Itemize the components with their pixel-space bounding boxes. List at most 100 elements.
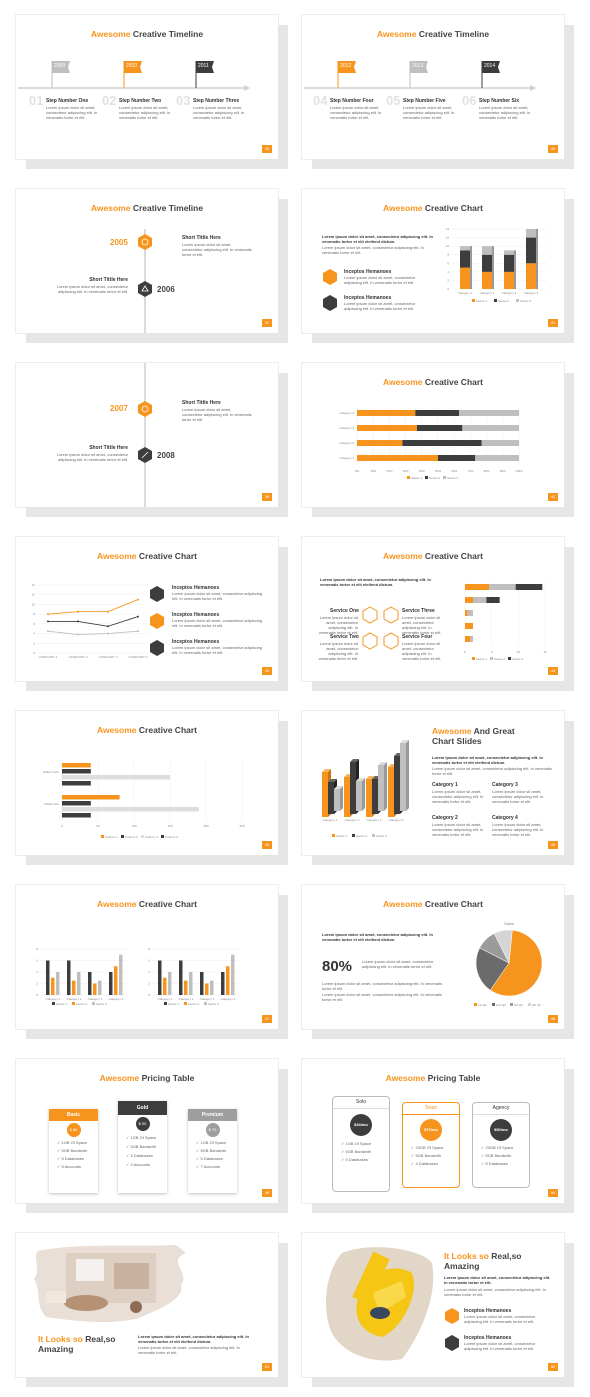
y-tick: Dallas Town [43, 770, 59, 774]
y-tick: 0 [148, 993, 150, 997]
item-heading: Short Tittle Here [182, 235, 221, 241]
x-tick: 0 [61, 824, 63, 828]
x-tick: Category 2 [179, 997, 194, 1001]
item-heading: Short Tittle Here [89, 277, 128, 283]
slide-chart-lines[interactable]: Awesome Creative Chart 0 2 4 6 8 10 12 14 CATEGO… [16, 537, 278, 681]
bar [62, 781, 91, 786]
body-text: Lorem ipsum dolor sit amet, consectetur … [322, 981, 443, 991]
y-tick: Category 1 [339, 456, 354, 460]
intro-text: Lorem ipsum dolor sit amet, consectetur … [322, 932, 433, 942]
legend-swatch [161, 835, 164, 838]
bar-segment [526, 263, 536, 289]
slide-chart-services[interactable]: Awesome Creative Chart Lorem ipsum dolor… [302, 537, 564, 681]
bar [62, 775, 170, 780]
slide-pricing-1[interactable]: Awesome Pricing Table Basic $ 80 ✓ 1GB O… [16, 1059, 278, 1203]
price-circle: $50/mo [490, 1119, 512, 1141]
slide-title: Awesome Pricing Table [385, 1073, 481, 1083]
legend-swatch [121, 835, 124, 838]
pricing-card-agency[interactable]: Agency $50/mo ✓ 20GB Of Space ✓ 5GB Band… [472, 1102, 530, 1188]
legend-swatch [472, 657, 475, 660]
x-tick: 50% [435, 469, 441, 473]
item-text: Lorem ipsum dolor sit amet, consectetur … [464, 1314, 536, 1324]
legend-label: Series 3 [447, 476, 458, 480]
step-label: Step Number Five [403, 98, 446, 104]
legend-swatch [52, 1002, 55, 1005]
slide-timeline-4[interactable]: 2007 Short Tittle Here Lorem ipsum dolor… [16, 363, 278, 507]
item-heading: Inceptos Hemanoes [344, 269, 392, 275]
slide-chart-3d-columns[interactable]: Category 1 Category 2 Category 3 Category 4… [302, 711, 564, 855]
y-tick: 4 [36, 970, 38, 974]
bar-segment [526, 229, 536, 238]
legend-swatch [474, 1003, 477, 1006]
step-text: Lorem ipsum dolor sit amet, consectetur … [193, 105, 245, 120]
y-tick: 12 [32, 593, 36, 597]
pie-slice [475, 947, 510, 991]
flag-label: 2012 [340, 63, 352, 69]
pricing-card-premium[interactable]: Premium $ 70 ✓ 1GB Of Space ✓ 5GB Bandwi… [188, 1109, 237, 1193]
x-tick: 30% [403, 469, 409, 473]
bar-side [470, 246, 472, 289]
category-heading: Category 2 [432, 815, 458, 821]
y-tick: Category 2 [339, 441, 354, 445]
column-top [378, 762, 387, 765]
item-text: Lorem ipsum dolor sit amet, consectetur … [172, 618, 263, 628]
slide-chart-pie[interactable]: Awesome Creative Chart Lorem ipsum dolor… [302, 885, 564, 1029]
x-tick: Category 4 [389, 818, 404, 822]
bar-segment [438, 455, 476, 461]
slide-chart-hbars[interactable]: Awesome Creative Chart 0 50 100 150 200 250 Da… [16, 711, 278, 855]
column [334, 789, 340, 811]
data-point [137, 598, 139, 601]
feature-item: ✓ 5GB Bandwith [126, 1144, 157, 1149]
feature-item: ✓ 20GB Of Space [411, 1145, 444, 1150]
slide-pricing-2[interactable]: Awesome Pricing Table Solo $34/mo ✓ 1GB … [302, 1059, 564, 1203]
column-top [356, 778, 365, 781]
column [189, 972, 193, 995]
bar-side [492, 246, 494, 289]
column [184, 980, 188, 995]
x-tick: 100 [131, 824, 136, 828]
feature-item: ✓ 5 Databases [126, 1153, 153, 1158]
legend-label: 4th Qtr [532, 1003, 541, 1007]
flag-label: 2011 [198, 63, 209, 69]
category-heading: Category 3 [492, 782, 518, 788]
slide-title: It Looks so Real,so Amazing [38, 1334, 116, 1354]
slide-chart-columns[interactable]: Awesome Creative Chart 0 2 4 6 8 Category 1 Ca… [16, 885, 278, 1029]
slide-timeline-1[interactable]: Awesome Creative Timeline 2009 2010 2011… [16, 15, 278, 159]
bar-segment [486, 597, 500, 603]
column-side [362, 778, 365, 811]
pricing-card-gold[interactable]: Gold $ 90 ✓ 1GB Of Space ✓ 5GB Bandwith … [118, 1101, 167, 1193]
bar-side [536, 229, 538, 289]
y-tick: 0 [36, 993, 38, 997]
slide-chart-3d-bars[interactable]: Awesome Creative Chart Lorem ipsum dolor… [302, 189, 564, 333]
legend-swatch [92, 1002, 95, 1005]
feature-item: ✓ 5GB Bandwith [196, 1148, 227, 1153]
pricing-card-team[interactable]: Team $70/mo ✓ 20GB Of Space ✓ 5GB Bandwi… [402, 1102, 460, 1188]
item-heading: Inceptos Hemanoes [464, 1308, 512, 1314]
column [231, 954, 235, 995]
legend-label: Series 2 [429, 476, 440, 480]
slide-timeline-2[interactable]: Awesome Creative Timeline 2012 2013 2014… [302, 15, 564, 159]
slide-photo-2[interactable]: It Looks so Real,so Amazing Lorem ipsum d… [302, 1233, 564, 1377]
legend-label: 1st Qtr [478, 1003, 487, 1007]
slide-timeline-3[interactable]: Awesome Creative Timeline 2005 Short Tit… [16, 189, 278, 333]
step-label: Step Number Six [479, 98, 520, 104]
legend-swatch [332, 834, 335, 837]
slide-chart-100pct[interactable]: Awesome Creative Chart 0% 10% 20% 30% 40% 50%… [302, 363, 564, 507]
pricing-card-basic[interactable]: Basic $ 80 ✓ 1GB Of Space ✓ 5GB Bandwith… [49, 1109, 98, 1193]
column [400, 743, 406, 811]
intro-text: Lorem ipsum dolor sit amet, consectetur … [444, 1275, 551, 1285]
page-number: 49 [262, 1189, 272, 1197]
legend-swatch [443, 476, 446, 479]
column [322, 772, 328, 817]
pricing-card-solo[interactable]: Solo $34/mo ✓ 1GB Of Space ✓ 5GB Bandwit… [332, 1096, 390, 1192]
column [179, 960, 183, 995]
vertical-timeline [138, 363, 152, 507]
column [356, 781, 362, 811]
y-tick: 4 [447, 270, 449, 274]
flag-label: 2010 [126, 63, 138, 69]
legend-label: Series 1 [411, 476, 422, 480]
legend-label: Series 2 [76, 1002, 87, 1006]
legend-label: Series 2 [498, 299, 509, 303]
slide-photo-1[interactable]: It Looks so Real,so Amazing Lorem ipsum d… [16, 1233, 278, 1377]
legend-label: Series 3 [96, 1002, 107, 1006]
